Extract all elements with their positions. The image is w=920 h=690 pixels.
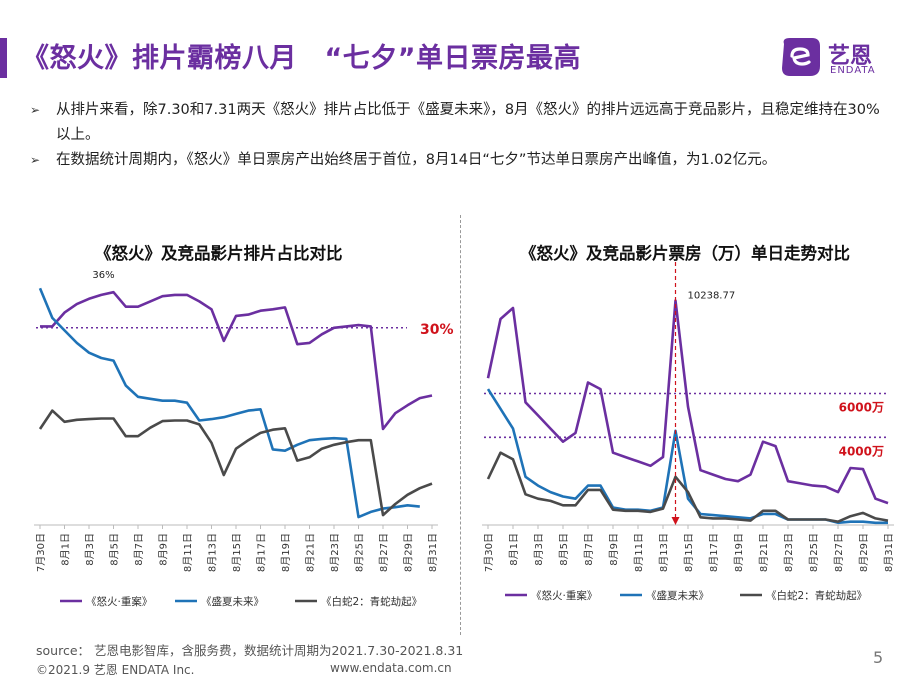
title-accent-bar bbox=[0, 38, 7, 78]
x-tick-label: 8月9日 bbox=[608, 533, 620, 566]
x-tick-label: 8月21日 bbox=[758, 533, 770, 572]
x-tick-label: 8月29日 bbox=[858, 533, 870, 572]
x-tick-label: 8月27日 bbox=[378, 533, 390, 572]
right-chart-title: 《怒火》及竞品影片票房（万）单日走势对比 bbox=[520, 244, 850, 263]
x-tick-label: 8月15日 bbox=[231, 533, 243, 572]
page-title: 《怒火》排片霸榜八月 “七夕”单日票房最高 bbox=[22, 43, 581, 74]
x-tick-label: 8月19日 bbox=[280, 533, 292, 572]
chart-divider bbox=[460, 215, 461, 635]
x-tick-label: 8月11日 bbox=[633, 533, 645, 572]
legend-label: 《怒火·重案》 bbox=[86, 595, 152, 608]
series-line bbox=[486, 299, 889, 505]
logo-chinese-text: 艺恩 bbox=[828, 44, 873, 69]
x-tick-label: 8月15日 bbox=[683, 533, 695, 572]
endata-logo-icon bbox=[782, 38, 820, 76]
x-tick-label: 8月19日 bbox=[733, 533, 745, 572]
bullet-text: 从排片来看，除7.30和7.31两天《怒火》排片占比低于《盛夏未来》，8月《怒火… bbox=[56, 102, 880, 143]
bullet-item: ➢ 从排片来看，除7.30和7.31两天《怒火》排片占比低于《盛夏未来》，8月《… bbox=[30, 98, 890, 148]
bullet-list: ➢ 从排片来看，除7.30和7.31两天《怒火》排片占比低于《盛夏未来》，8月《… bbox=[30, 98, 890, 173]
x-tick-label: 8月31日 bbox=[883, 533, 895, 572]
series-line bbox=[40, 290, 433, 431]
peak-marker-arrow bbox=[671, 517, 680, 525]
x-tick-label: 8月21日 bbox=[305, 533, 317, 572]
x-tick-label: 8月9日 bbox=[158, 533, 170, 566]
reference-label: 30% bbox=[420, 322, 454, 338]
reference-label: 6000万 bbox=[839, 401, 884, 415]
legend-label: 《怒火·重案》 bbox=[531, 589, 597, 602]
peak-label: 10238.77 bbox=[688, 291, 736, 302]
bullet-item: ➢ 在数据统计周期内，《怒火》单日票房产出始终居于首位，8月14日“七夕”节达单… bbox=[30, 148, 890, 173]
x-tick-label: 8月17日 bbox=[256, 533, 268, 572]
legend-label: 《白蛇2：青蛇劫起》 bbox=[321, 595, 422, 608]
x-tick-label: 8月5日 bbox=[558, 533, 570, 566]
series-line bbox=[38, 409, 433, 517]
x-tick-label: 8月17日 bbox=[708, 533, 720, 572]
legend-label: 《盛夏未来》 bbox=[646, 589, 709, 602]
page-number: 5 bbox=[873, 648, 884, 667]
x-tick-label: 8月7日 bbox=[133, 533, 145, 566]
x-tick-label: 8月25日 bbox=[354, 533, 366, 572]
x-tick-label: 7月30日 bbox=[35, 533, 47, 572]
x-tick-label: 8月13日 bbox=[658, 533, 670, 572]
legend-label: 《白蛇2：青蛇劫起》 bbox=[766, 589, 867, 602]
website: www.endata.com.cn bbox=[330, 661, 452, 675]
source-note: source： 艺恩电影智库，含服务费，数据统计周期为2021.7.30-202… bbox=[36, 643, 464, 658]
bullet-text: 在数据统计周期内，《怒火》单日票房产出始终居于首位，8月14日“七夕”节达单日票… bbox=[56, 152, 777, 168]
peak-label: 36% bbox=[92, 270, 114, 281]
reference-label: 4000万 bbox=[839, 444, 884, 458]
x-tick-label: 7月30日 bbox=[483, 533, 495, 572]
bullet-arrow-icon: ➢ bbox=[30, 153, 41, 167]
x-tick-label: 8月7日 bbox=[583, 533, 595, 566]
x-tick-label: 8月1日 bbox=[508, 533, 520, 566]
x-tick-label: 8月23日 bbox=[329, 533, 341, 572]
x-tick-label: 8月23日 bbox=[783, 533, 795, 572]
copyright: ©2021.9 艺恩 ENDATA Inc. bbox=[36, 663, 195, 677]
x-tick-label: 8月25日 bbox=[808, 533, 820, 572]
x-tick-label: 8月3日 bbox=[533, 533, 545, 566]
x-tick-label: 8月31日 bbox=[427, 533, 439, 572]
left-chart-title: 《怒火》及竞品影片排片占比对比 bbox=[95, 244, 343, 263]
x-tick-label: 8月1日 bbox=[60, 533, 72, 566]
bullet-arrow-icon: ➢ bbox=[30, 103, 41, 117]
series-line bbox=[486, 451, 889, 524]
legend-label: 《盛夏未来》 bbox=[201, 595, 264, 608]
x-tick-label: 8月5日 bbox=[109, 533, 121, 566]
x-tick-label: 8月11日 bbox=[182, 533, 194, 572]
endata-logo: 艺恩 ENDATA bbox=[778, 34, 890, 84]
x-tick-label: 8月3日 bbox=[84, 533, 96, 566]
x-tick-label: 8月29日 bbox=[403, 533, 415, 572]
x-tick-label: 8月13日 bbox=[207, 533, 219, 572]
logo-english-text: ENDATA bbox=[830, 65, 876, 76]
series-line bbox=[38, 287, 420, 519]
x-tick-label: 8月27日 bbox=[833, 533, 845, 572]
